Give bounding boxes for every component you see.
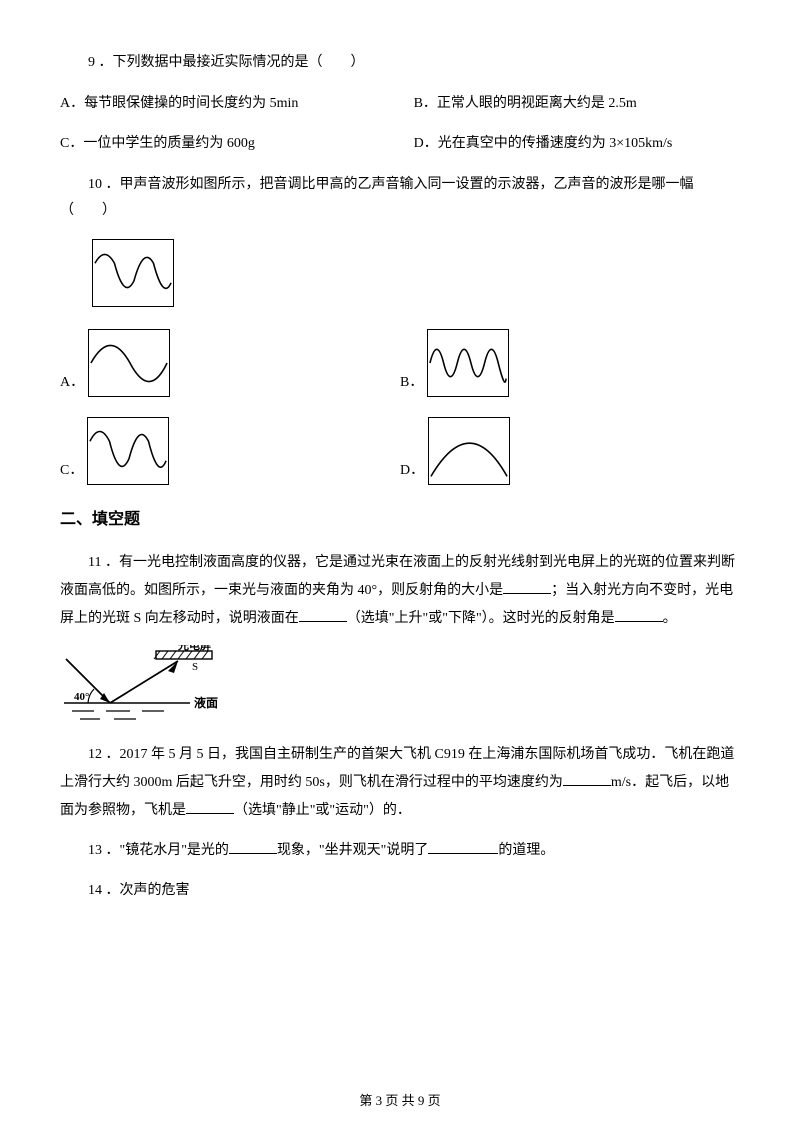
q13-blank2[interactable] [428, 840, 498, 854]
q11-screen-label: 光电屏 [177, 645, 211, 652]
q12-blank2[interactable] [186, 800, 234, 814]
q10-row-cd: C． D． [60, 417, 740, 485]
q9-optA: A．每节眼保健操的时间长度约为 5min [60, 91, 414, 118]
q11-text: 11 ．有一光电控制液面高度的仪器，它是通过光束在液面上的反射光线射到光电屏上的… [60, 549, 740, 633]
q10-wave-top [88, 239, 740, 307]
q13-part2: 现象，"坐井观天"说明了 [277, 843, 428, 858]
q11-s-label: S [192, 661, 198, 673]
q11-part3: （选填"上升"或"下降"）。这时光的反射角是 [347, 611, 615, 626]
q13-text: 13 ．"镜花水月"是光的 现象，"坐井观天"说明了 的道理。 [60, 837, 740, 865]
q9-options-row1: A．每节眼保健操的时间长度约为 5min B．正常人眼的明视距离大约是 2.5m [60, 91, 740, 118]
q9-optC: C．一位中学生的质量约为 600g [60, 131, 414, 158]
q11-blank2[interactable] [299, 608, 347, 622]
q9-optD: D．光在真空中的传播速度约为 3×105km/s [414, 131, 740, 158]
q11-angle-label: 40° [74, 691, 89, 703]
q13-part1: 13 ．"镜花水月"是光的 [88, 843, 229, 858]
q13-blank1[interactable] [229, 840, 277, 854]
q12-text: 12 ．2017 年 5 月 5 日，我国自主研制生产的首架大飞机 C919 在… [60, 741, 740, 825]
page-footer: 第 3 页 共 9 页 [0, 1089, 800, 1114]
q10-wave-D [428, 417, 510, 485]
q11-liquid-label: 液面 [194, 695, 218, 710]
q10-row-ab: A． B． [60, 329, 740, 397]
wave-top-svg [93, 240, 173, 306]
q10-label-C: C． [60, 458, 83, 485]
q10-label-B: B． [400, 370, 423, 397]
q10-wave-A [88, 329, 170, 397]
q14-text: 14 ．次声的危害 [60, 877, 740, 905]
q11-part4: 。 [663, 611, 677, 626]
q10-wave-B [427, 329, 509, 397]
q9-options-row2: C．一位中学生的质量约为 600g D．光在真空中的传播速度约为 3×105km… [60, 131, 740, 158]
q11-blank3[interactable] [615, 608, 663, 622]
q13-part3: 的道理。 [498, 843, 554, 858]
section2-heading: 二、填空题 [60, 505, 740, 535]
q10-stem: 10 ．甲声音波形如图所示，把音调比甲高的乙声音输入同一设置的示波器，乙声音的波… [60, 172, 740, 225]
q9-stem: 9 ．下列数据中最接近实际情况的是（ ） [60, 50, 740, 77]
q10-wave-C [87, 417, 169, 485]
q9-optB: B．正常人眼的明视距离大约是 2.5m [414, 91, 740, 118]
q12-blank1[interactable] [563, 772, 611, 786]
q11-blank1[interactable] [503, 580, 551, 594]
q10-label-D: D． [400, 458, 424, 485]
q10-label-A: A． [60, 370, 84, 397]
q11-figure: 光电屏 S 40° 液面 [60, 645, 740, 731]
q12-part3: （选填"静止"或"运动"）的． [234, 803, 411, 818]
